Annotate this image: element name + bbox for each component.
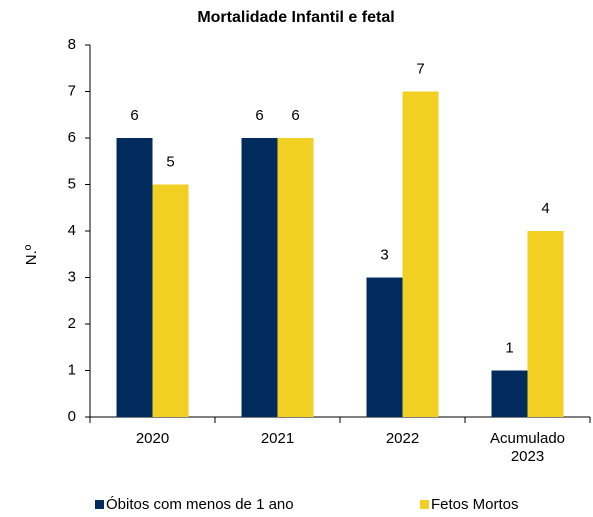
chart-title: Mortalidade Infantil e fetal bbox=[197, 9, 394, 26]
legend-label: Óbitos com menos de 1 ano bbox=[106, 496, 294, 513]
bar bbox=[116, 138, 153, 417]
x-tick-label: 2022 bbox=[386, 430, 419, 447]
legend-label: Fetos Mortos bbox=[431, 496, 519, 513]
x-tick-label: 2021 bbox=[261, 430, 294, 447]
bar bbox=[402, 91, 439, 417]
data-label: 7 bbox=[416, 60, 424, 77]
x-tick-label: 2020 bbox=[136, 430, 169, 447]
y-axis-label: N.º bbox=[23, 244, 40, 265]
legend-swatch bbox=[420, 500, 429, 509]
y-tick-label: 3 bbox=[68, 268, 76, 285]
data-label: 6 bbox=[291, 107, 299, 124]
bar bbox=[527, 231, 564, 417]
data-label: 6 bbox=[130, 107, 138, 124]
y-tick-label: 6 bbox=[68, 129, 76, 146]
y-tick-label: 7 bbox=[68, 82, 76, 99]
legend-swatch bbox=[95, 500, 104, 509]
y-tick-label: 2 bbox=[68, 315, 76, 332]
y-tick-label: 4 bbox=[68, 222, 76, 239]
bar bbox=[277, 138, 314, 417]
bar bbox=[241, 138, 278, 417]
y-tick-label: 0 bbox=[68, 408, 76, 425]
x-tick-label: Acumulado 2023 bbox=[490, 430, 565, 465]
bar bbox=[366, 277, 403, 417]
bar bbox=[491, 370, 528, 417]
data-label: 4 bbox=[541, 200, 549, 217]
data-label: 3 bbox=[380, 246, 388, 263]
data-label: 6 bbox=[255, 107, 263, 124]
data-label: 5 bbox=[166, 153, 174, 170]
y-tick-label: 8 bbox=[68, 36, 76, 53]
y-tick-label: 5 bbox=[68, 175, 76, 192]
y-tick-label: 1 bbox=[68, 361, 76, 378]
bar bbox=[152, 184, 189, 417]
data-label: 1 bbox=[505, 339, 513, 356]
